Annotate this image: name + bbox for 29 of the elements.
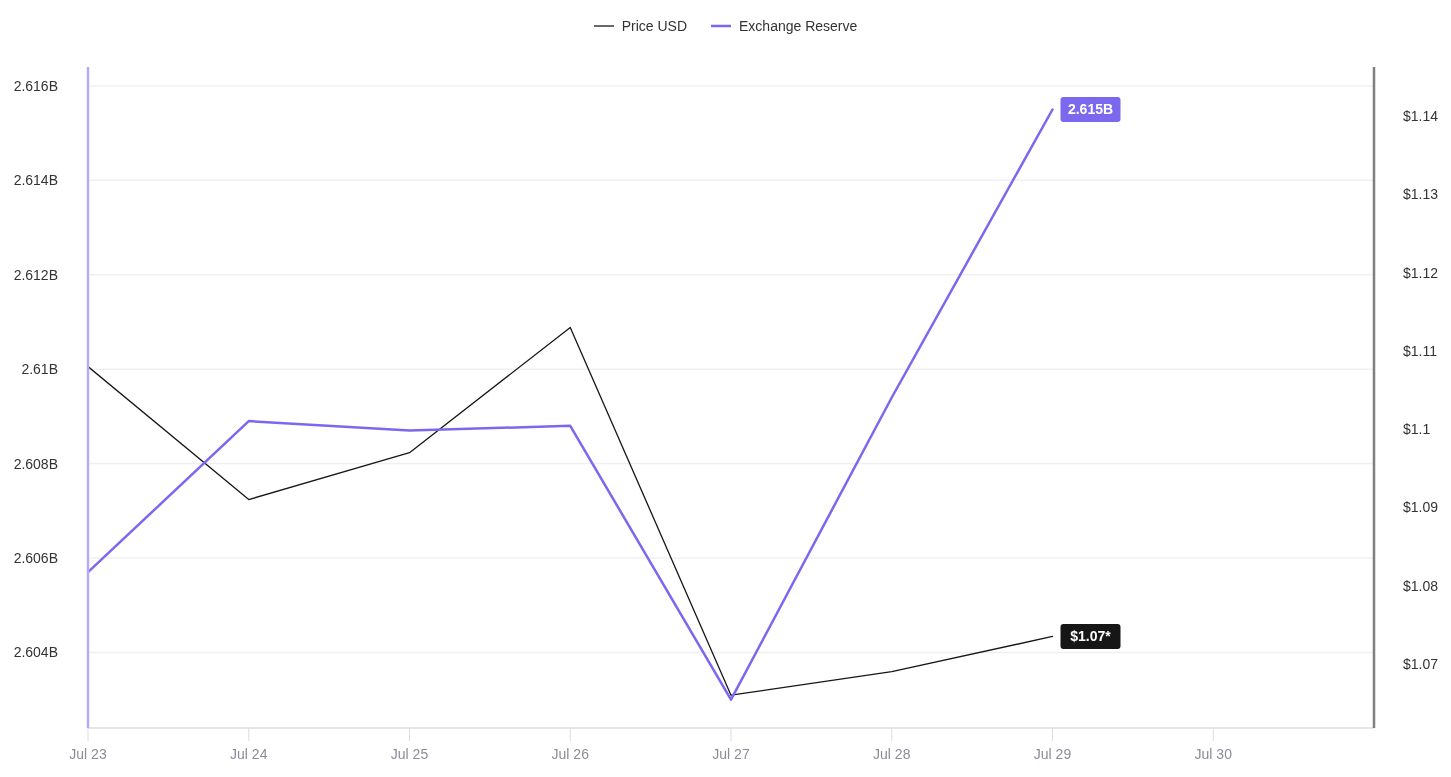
y-tick-label: 2.608B [13,455,58,472]
x-tick-label: Jul 26 [551,745,590,762]
data-label: 2.615B [1067,101,1114,118]
y-tick-label: 2.606B [13,550,58,566]
line-series [88,326,1054,696]
y2-tick-label: $1.13 [1403,186,1439,203]
x-tick-label: Jul 29 [1033,745,1072,762]
legend-label: Price USD [621,18,688,34]
y2-tick-label: $1.07 [1403,655,1439,672]
line-series [88,108,1054,701]
y2-tick-label: $1.08 [1403,577,1439,594]
x-tick-label: Jul 24 [230,745,268,762]
y2-tick-label: $1.12 [1403,264,1439,281]
y2-tick-label: $1.14 [1403,108,1439,125]
y-tick-label: 2.616B [13,77,58,94]
x-tick-label: Jul 23 [69,745,107,762]
x-tick-label: Jul 27 [712,745,750,762]
y2-tick-label: $1.11 [1403,342,1438,359]
y-tick-label: 2.604B [13,644,58,661]
y2-tick-label: $1.1 [1403,421,1431,438]
y-tick-label: 2.614B [13,172,58,189]
y-tick-label: 2.612B [13,266,58,283]
legend-label: Exchange Reserve [739,18,858,34]
data-label: $1.07* [1070,628,1112,645]
x-tick-label: Jul 28 [873,745,911,762]
x-tick-label: Jul 25 [390,745,429,762]
y-tick-label: 2.61B [21,361,58,378]
x-tick-label: Jul 30 [1194,745,1233,762]
y2-tick-label: $1.09 [1403,499,1439,516]
